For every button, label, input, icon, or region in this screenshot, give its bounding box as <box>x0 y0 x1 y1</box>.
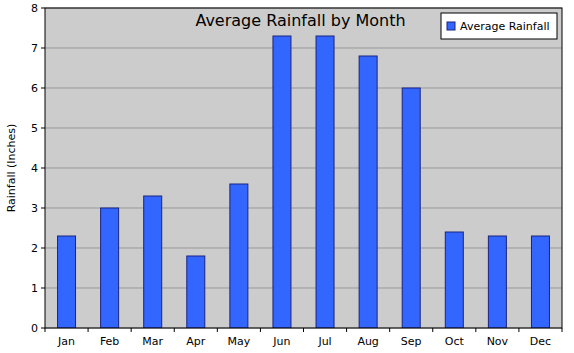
bar <box>58 236 76 328</box>
bar <box>488 236 506 328</box>
bars <box>58 36 550 328</box>
bar <box>359 56 377 328</box>
legend-swatch <box>447 22 455 30</box>
y-tick-label: 0 <box>31 322 38 335</box>
grid-line <box>45 48 562 49</box>
x-tick-label: Jun <box>272 335 290 348</box>
x-tick <box>475 328 476 332</box>
x-tick <box>45 328 46 332</box>
x-tick-label: Jul <box>317 335 331 348</box>
y-tick-label: 7 <box>31 42 38 55</box>
y-axis-label: Rainfall (Inches) <box>5 124 18 213</box>
y-tick <box>41 168 45 169</box>
grid-line <box>45 168 562 169</box>
grid <box>45 8 562 328</box>
bar <box>187 256 205 328</box>
bar <box>101 208 119 328</box>
x-tick-label: Nov <box>487 335 509 348</box>
chart-root: 0 1 2 3 4 5 6 7 8 Jan Feb Mar Apr May Jun Jul Aug Sep Oct N… <box>0 0 574 353</box>
y-tick <box>41 88 45 89</box>
grid-line <box>45 248 562 249</box>
y-tick-label: 6 <box>31 82 38 95</box>
x-tick <box>260 328 261 332</box>
x-tick <box>303 328 304 332</box>
y-tick <box>41 8 45 9</box>
bar <box>316 36 334 328</box>
y-tick <box>41 208 45 209</box>
y-tick-label: 8 <box>31 2 38 15</box>
y-tick <box>41 128 45 129</box>
y-tick <box>41 248 45 249</box>
x-tick <box>562 328 563 332</box>
bar <box>531 236 549 328</box>
y-tick-label: 1 <box>31 282 38 295</box>
y-tick-label: 2 <box>31 242 38 255</box>
grid-line <box>45 288 562 289</box>
y-tick-label: 4 <box>31 162 38 175</box>
grid-line <box>45 88 562 89</box>
x-tick-label: Mar <box>142 335 163 348</box>
plot-area <box>45 8 562 328</box>
x-tick <box>432 328 433 332</box>
x-tick <box>346 328 347 332</box>
bar <box>230 184 248 328</box>
bar <box>402 88 420 328</box>
y-tick-label: 5 <box>31 122 38 135</box>
y-tick <box>41 48 45 49</box>
legend-label: Average Rainfall <box>460 20 550 33</box>
axes: 0 1 2 3 4 5 6 7 8 Jan Feb Mar Apr May Jun Jul Aug Sep Oct N… <box>31 2 562 348</box>
y-tick <box>41 328 45 329</box>
legend: Average Rainfall <box>441 13 557 39</box>
x-tick-label: Oct <box>445 335 465 348</box>
x-tick <box>131 328 132 332</box>
x-tick <box>174 328 175 332</box>
plot-frame <box>45 8 562 328</box>
bar <box>273 36 291 328</box>
legend-box <box>441 13 557 39</box>
x-tick-label: Sep <box>401 335 422 348</box>
x-tick-label: May <box>228 335 251 348</box>
x-tick-label: Apr <box>186 335 206 348</box>
x-tick <box>518 328 519 332</box>
bar <box>445 232 463 328</box>
x-tick-label: Dec <box>530 335 551 348</box>
x-tick <box>88 328 89 332</box>
x-tick <box>389 328 390 332</box>
chart: 0 1 2 3 4 5 6 7 8 Jan Feb Mar Apr May Jun Jul Aug Sep Oct N… <box>0 0 574 353</box>
x-tick-label: Aug <box>357 335 378 348</box>
title: Average Rainfall by Month <box>195 11 405 30</box>
grid-line <box>45 128 562 129</box>
y-tick <box>41 288 45 289</box>
grid-line <box>45 208 562 209</box>
x-tick-label: Jan <box>57 335 75 348</box>
x-tick <box>217 328 218 332</box>
background <box>0 0 574 353</box>
bar <box>144 196 162 328</box>
y-tick-label: 3 <box>31 202 38 215</box>
x-tick-label: Feb <box>100 335 119 348</box>
